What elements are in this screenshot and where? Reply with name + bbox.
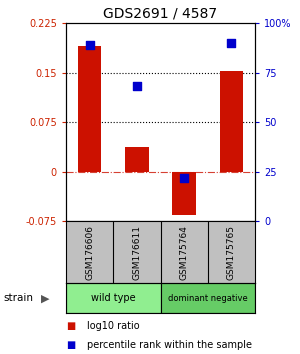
Point [87,42,92,48]
Text: GSM176606: GSM176606 [85,225,94,280]
Text: dominant negative: dominant negative [168,294,248,303]
Text: GSM175765: GSM175765 [227,225,236,280]
Text: ▶: ▶ [40,293,49,303]
Text: log10 ratio: log10 ratio [87,321,140,331]
Text: percentile rank within the sample: percentile rank within the sample [87,340,252,350]
Text: wild type: wild type [91,293,136,303]
Point [182,175,187,181]
Text: GSM175764: GSM175764 [180,225,189,280]
Bar [160,283,255,313]
Bar [220,71,243,172]
Point [134,84,139,89]
Bar [78,46,101,172]
Bar [66,283,160,313]
Text: ■: ■ [66,321,75,331]
Bar [125,147,149,172]
Text: strain: strain [3,293,33,303]
Text: ■: ■ [66,340,75,350]
Title: GDS2691 / 4587: GDS2691 / 4587 [103,6,218,21]
Text: GSM176611: GSM176611 [132,225,141,280]
Bar [172,172,196,215]
Point [229,40,234,46]
